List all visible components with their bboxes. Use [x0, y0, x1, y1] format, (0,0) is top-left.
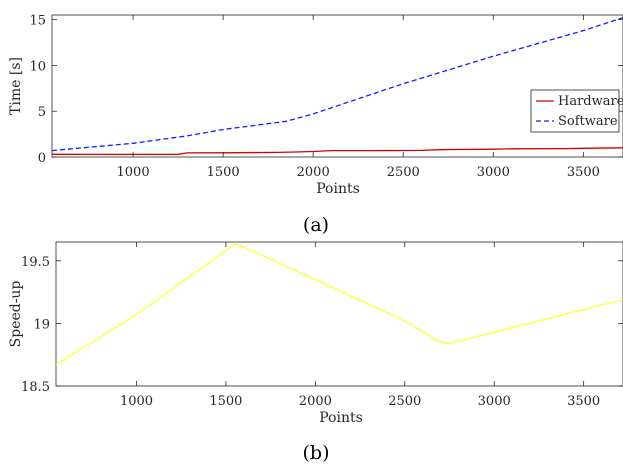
panel-a-xtick-label: 2500 — [387, 165, 420, 180]
panel-a-xtick-label: 3500 — [567, 165, 600, 180]
panel-a-plot-area — [51, 14, 623, 158]
panel-a-xtick-label: 1000 — [117, 165, 150, 180]
panel-a-ytick-label: 10 — [29, 59, 46, 74]
legend-label-software: Software — [558, 114, 618, 129]
panel-a-ylabel: Time [s] — [8, 57, 24, 115]
panel-b-y-ticks: 18.5 19 19.5 — [21, 255, 623, 395]
panel-a-legend: Hardware Software — [530, 89, 623, 133]
panel-a-xtick-label: 3000 — [477, 165, 510, 180]
panel-b-xtick-label: 3500 — [567, 394, 600, 409]
panel-a-ytick-label: 15 — [29, 14, 46, 29]
panel-b-xtick-label: 2500 — [388, 394, 421, 409]
panel-b-ytick-label: 19.5 — [21, 255, 50, 270]
panel-b-xtick-label: 1500 — [209, 394, 242, 409]
panel-b-xlabel: Points — [319, 410, 363, 426]
panel-a-series-group — [51, 17, 623, 156]
panel-b-xtick-label: 2000 — [299, 394, 332, 409]
legend-label-hardware: Hardware — [558, 94, 623, 109]
panel-a-x-ticks: 1000 1500 2000 2500 3000 3500 — [117, 15, 600, 180]
panel-a-y-ticks: 0 5 10 15 — [29, 14, 623, 166]
panel-b-xtick-label: 1000 — [120, 394, 153, 409]
legend-box — [530, 89, 620, 133]
panel-a-caption: (a) — [303, 214, 329, 236]
panel-b: 1000 1500 2000 2500 3000 3500 18.5 19 19.5 Poin… — [8, 241, 623, 464]
panel-b-caption: (b) — [303, 442, 330, 464]
panel-a: 1000 1500 2000 2500 3000 3500 0 5 10 15 Points T… — [8, 14, 623, 236]
panel-b-plot-area — [55, 241, 623, 387]
panel-a-series-line-software — [51, 17, 623, 152]
panel-b-series-group — [55, 243, 623, 366]
panel-a-ytick-label: 0 — [38, 151, 46, 166]
panel-b-xtick-label: 3000 — [478, 394, 511, 409]
panel-a-xtick-label: 2000 — [297, 165, 330, 180]
panel-b-ylabel: Speed-up — [8, 281, 24, 348]
panel-a-ytick-label: 5 — [38, 105, 46, 120]
panel-a-xtick-label: 1500 — [207, 165, 240, 180]
panel-b-ytick-label: 19 — [33, 317, 50, 332]
panel-a-series-line-hardware — [51, 147, 623, 156]
panel-b-x-ticks: 1000 1500 2000 2500 3000 3500 — [120, 242, 600, 409]
panel-b-series-line-speed-up — [55, 243, 623, 366]
panel-a-xlabel: Points — [316, 181, 360, 197]
panel-b-ytick-label: 18.5 — [21, 380, 50, 395]
